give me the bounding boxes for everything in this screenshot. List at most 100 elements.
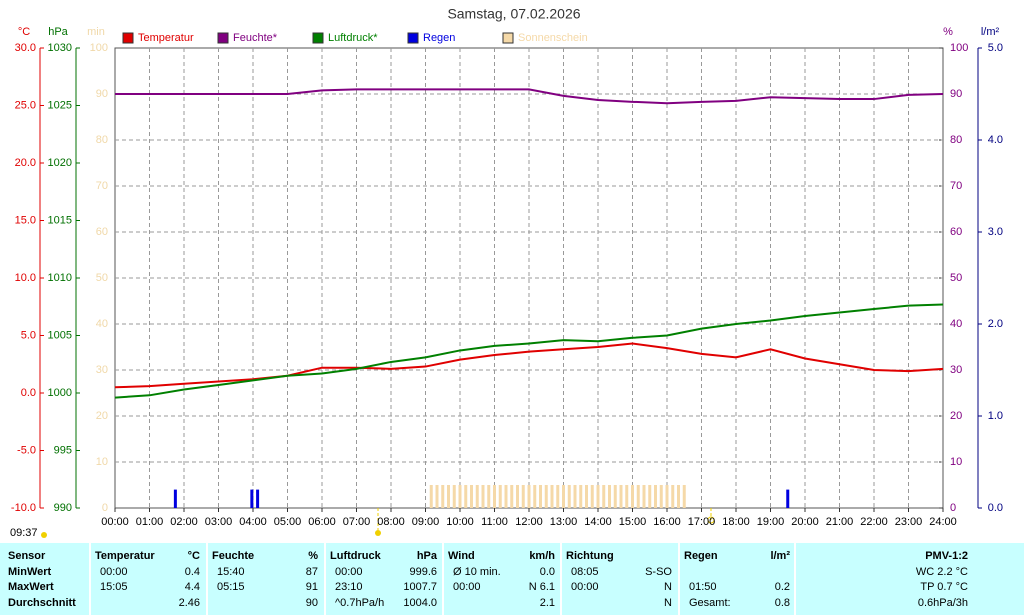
separator [442, 543, 444, 615]
bar [625, 485, 629, 508]
cell-value: 0.4 [184, 566, 200, 578]
y-tick-label: 10 [96, 456, 108, 468]
y-tick-label: 995 [54, 444, 72, 456]
y-tick-label: 50 [96, 272, 108, 284]
axis-unit: °C [18, 26, 30, 38]
row-label: MinWert [8, 566, 52, 578]
x-tick-label: 05:00 [274, 516, 302, 528]
bar [682, 485, 686, 508]
x-tick-label: 10:00 [446, 516, 474, 528]
row-label: Durchschnitt [8, 597, 76, 609]
x-tick-label: 22:00 [860, 516, 888, 528]
cell-text: Gesamt: [689, 597, 731, 609]
y-tick-label: -5.0 [17, 444, 36, 456]
cell-text: 05:15 [217, 581, 245, 593]
bar [464, 485, 468, 508]
header-title: Feuchte [212, 550, 255, 562]
line [115, 88, 944, 105]
y-tick-label: 990 [54, 502, 72, 514]
sunrise-icon [375, 530, 381, 536]
y-tick-label: 2.0 [988, 318, 1003, 330]
x-tick-label: 13:00 [550, 516, 578, 528]
cell-value: 2.46 [178, 597, 200, 609]
y-tick-label: 90 [96, 88, 108, 100]
bar [475, 485, 479, 508]
time-icon [41, 532, 47, 538]
bar [665, 485, 669, 508]
x-tick-label: 14:00 [584, 516, 612, 528]
header-title: Wind [448, 550, 475, 562]
header-title: Sensor [8, 550, 46, 562]
y-tick-label: 1010 [48, 272, 72, 284]
x-tick-label: 18:00 [722, 516, 750, 528]
bar [585, 485, 588, 508]
bar [550, 485, 554, 508]
bar [510, 485, 514, 508]
legend-swatch [217, 32, 229, 44]
bar [447, 485, 450, 508]
cell-value: 0.6hPa/3h [917, 597, 968, 609]
bar [173, 489, 177, 508]
legend-label: Sonnenschein [518, 32, 588, 44]
x-tick-label: 20:00 [791, 516, 819, 528]
x-tick-label: 15:00 [619, 516, 647, 528]
bar [470, 485, 473, 508]
bar [648, 485, 652, 508]
x-tick-label: 12:00 [515, 516, 543, 528]
y-tick-label: 1000 [48, 387, 72, 399]
stats-table: Sensor Temperatur °C Feuchte% Luftdruck hPa Wi… [0, 543, 1024, 615]
legend-swatch [502, 32, 514, 44]
cell-value: N [664, 581, 672, 593]
bar [608, 485, 611, 508]
bar [579, 485, 583, 508]
header-title: Richtung [566, 550, 614, 562]
bar [671, 485, 675, 508]
y-tick-label: 20 [96, 410, 108, 422]
x-tick-label: 03:00 [205, 516, 233, 528]
bar [590, 485, 594, 508]
cell-value: 90 [305, 597, 318, 609]
header-title: PMV-1:2 [925, 550, 968, 562]
y-tick-label: 0 [950, 502, 956, 514]
x-tick-label: 08:00 [377, 516, 405, 528]
x-tick-label: 21:00 [826, 516, 854, 528]
bar [602, 485, 606, 508]
y-tick-label: 30.0 [15, 42, 36, 54]
bar [659, 485, 663, 508]
header-title: Temperatur [95, 550, 155, 562]
separator [560, 543, 562, 615]
cell-value: TP 0.7 °C [920, 581, 968, 593]
cell-value: WC 2.2 °C [915, 566, 968, 578]
cell-text: 00:00 [335, 566, 363, 578]
cell-text: Ø 10 min. [453, 566, 501, 578]
bar [596, 485, 600, 508]
x-tick-label: 07:00 [343, 516, 371, 528]
header-unit: l/m² [770, 550, 790, 562]
x-tick-label: 23:00 [895, 516, 923, 528]
bar [562, 485, 565, 508]
bar [441, 485, 445, 508]
bar [613, 485, 617, 508]
separator [678, 543, 680, 615]
y-tick-label: 40 [96, 318, 108, 330]
bar [544, 485, 548, 508]
y-tick-label: 20.0 [15, 157, 36, 169]
header-unit: km/h [529, 550, 555, 562]
header-unit: °C [187, 550, 200, 562]
bar [435, 485, 439, 508]
x-tick-label: 16:00 [653, 516, 681, 528]
header-unit: % [308, 550, 318, 562]
y-tick-label: 40 [950, 318, 962, 330]
header-title: Luftdruck [330, 550, 381, 562]
cell-value: N 6.1 [528, 581, 555, 593]
x-tick-label: 02:00 [170, 516, 198, 528]
bar [567, 485, 571, 508]
header-unit: hPa [416, 550, 437, 562]
line [114, 342, 944, 389]
y-tick-label: 70 [950, 180, 962, 192]
cell-value: S-SO [645, 566, 672, 578]
bar [654, 485, 657, 508]
bar [642, 485, 646, 508]
x-tick-label: 01:00 [136, 516, 164, 528]
axis-unit: l/m² [981, 26, 1000, 38]
